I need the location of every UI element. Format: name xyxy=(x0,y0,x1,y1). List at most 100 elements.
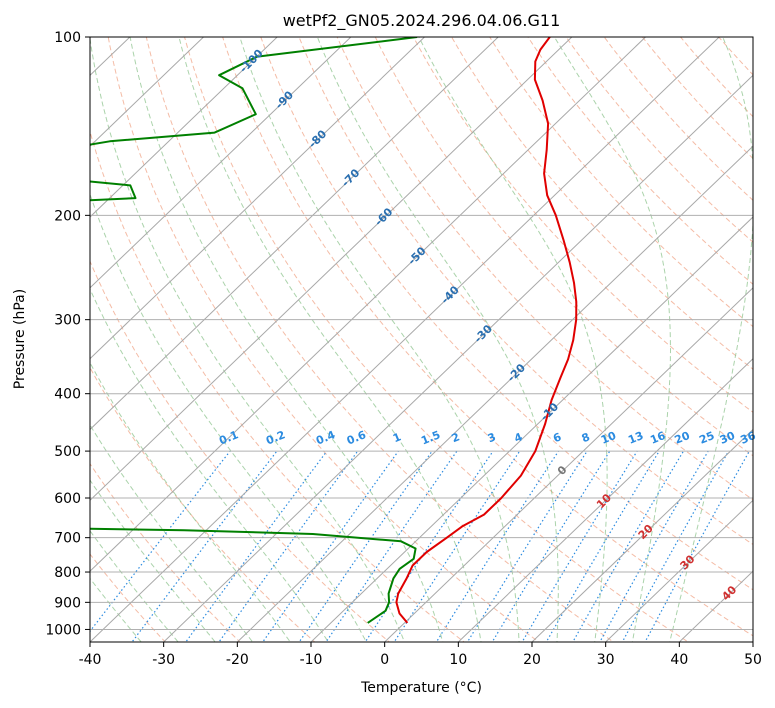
moist-adiabat xyxy=(418,37,608,642)
mixing-ratio-label: 16 xyxy=(648,429,667,447)
isotherm xyxy=(531,428,753,642)
y-tick-label: 600 xyxy=(54,491,81,507)
isotherm xyxy=(90,37,499,431)
y-tick-label: 1000 xyxy=(45,622,81,638)
mixing-ratio-label: 30 xyxy=(718,429,737,447)
mixing-ratio-label: 36 xyxy=(739,429,758,447)
isotherm xyxy=(90,37,205,147)
x-axis-label: Temperature (°C) xyxy=(360,680,482,696)
y-tick-label: 200 xyxy=(54,208,81,224)
y-tick-label: 900 xyxy=(54,595,81,611)
dry-adiabat xyxy=(90,462,241,642)
dry-adiabat xyxy=(527,37,753,285)
moist-adiabat xyxy=(239,37,520,642)
dewpoint-profile xyxy=(90,37,418,624)
dry-adiabat xyxy=(336,37,753,501)
mixing-ratio-label: 13 xyxy=(626,429,645,447)
mixing-ratio-label: 0.1 xyxy=(217,428,240,447)
isotherm xyxy=(236,145,753,642)
y-tick-label: 700 xyxy=(54,531,81,547)
dry-adiabat xyxy=(90,366,316,642)
dry-adiabat xyxy=(260,37,753,591)
mixing-ratio-line xyxy=(435,450,560,642)
mixing-ratio-label: 1 xyxy=(391,430,403,445)
mixing-ratio-label: 10 xyxy=(599,429,618,447)
moist-adiabat xyxy=(90,361,291,642)
y-tick-label: 100 xyxy=(54,30,81,46)
chart-title: wetPf2_GN05.2024.296.04.06.G11 xyxy=(283,11,561,31)
isotherm xyxy=(90,37,647,572)
mixing-ratio-line xyxy=(90,450,231,633)
x-tick-label: 0 xyxy=(380,652,389,668)
x-tick-label: 10 xyxy=(449,652,467,668)
dry-adiabat xyxy=(145,37,615,642)
x-tick-label: -10 xyxy=(300,652,323,668)
mixing-ratio-line xyxy=(185,450,328,642)
mixing-ratio-label: 25 xyxy=(697,429,716,447)
x-tick-label: 50 xyxy=(744,652,762,668)
dry-adiabat xyxy=(603,37,753,201)
mixing-ratio-label: 2 xyxy=(450,430,462,445)
y-tick-label: 400 xyxy=(54,387,81,403)
y-tick-label: 500 xyxy=(54,444,81,460)
isotherm xyxy=(0,24,70,654)
mixing-ratio-label: 8 xyxy=(580,430,592,445)
moist-adiabat xyxy=(316,37,559,642)
moist-adiabat xyxy=(90,479,216,642)
y-axis-label: Pressure (hPa) xyxy=(12,289,28,389)
temperature-profile xyxy=(395,37,578,624)
mixing-ratio-line xyxy=(393,450,521,642)
moist-adiabat xyxy=(90,37,406,642)
isotherm xyxy=(90,37,352,289)
mixing-ratio-label: 20 xyxy=(673,429,692,447)
isotherm xyxy=(90,37,278,218)
mixing-ratio-label: 1.5 xyxy=(419,428,442,447)
isotherm xyxy=(90,37,426,360)
isotherm xyxy=(90,37,573,502)
x-tick-label: -20 xyxy=(226,652,249,668)
mixing-ratio-label: 6 xyxy=(551,430,563,445)
dry-adiabat xyxy=(107,37,540,642)
y-tick-label: 300 xyxy=(54,313,81,329)
moist-adiabat xyxy=(178,37,482,642)
dry-adiabat xyxy=(451,37,753,370)
isotherm xyxy=(752,641,753,642)
isotherm xyxy=(90,37,720,642)
x-tick-label: -40 xyxy=(79,652,102,668)
isotherm xyxy=(604,499,753,642)
dry-adiabat xyxy=(747,26,775,654)
moist-adiabat xyxy=(90,529,179,642)
dry-adiabat xyxy=(489,37,753,328)
x-tick-label: 40 xyxy=(670,652,688,668)
isotherm xyxy=(383,287,753,642)
isotherm xyxy=(162,74,753,642)
x-tick-label: -30 xyxy=(152,652,175,668)
dry-adiabat xyxy=(412,37,753,413)
isotherm xyxy=(310,216,753,642)
dry-adiabat xyxy=(90,259,391,642)
dry-adiabat xyxy=(565,37,753,243)
dry-adiabat xyxy=(374,37,753,457)
mixing-ratio-line xyxy=(218,450,359,642)
mixing-ratio-label: 3 xyxy=(486,430,498,445)
dry-adiabat xyxy=(641,37,753,160)
mixing-ratio-line xyxy=(491,450,611,642)
mixing-ratio-line xyxy=(466,450,588,642)
x-tick-label: 30 xyxy=(597,652,615,668)
x-tick-label: 20 xyxy=(523,652,541,668)
mixing-ratio-line xyxy=(325,450,458,642)
mixing-ratio-line xyxy=(262,450,399,642)
dry-adiabat xyxy=(184,37,690,642)
mixing-ratio-line xyxy=(298,450,433,642)
mixing-ratio-line xyxy=(521,450,638,642)
moist-adiabat xyxy=(553,37,671,642)
mixing-ratio-line xyxy=(545,450,660,642)
mixing-ratio-line xyxy=(131,450,278,642)
mixing-ratio-label: 0.4 xyxy=(314,428,337,447)
dry-adiabat xyxy=(717,37,753,76)
mixing-ratio-line xyxy=(621,450,730,642)
y-tick-label: 800 xyxy=(54,565,81,581)
isotherm xyxy=(457,357,753,642)
